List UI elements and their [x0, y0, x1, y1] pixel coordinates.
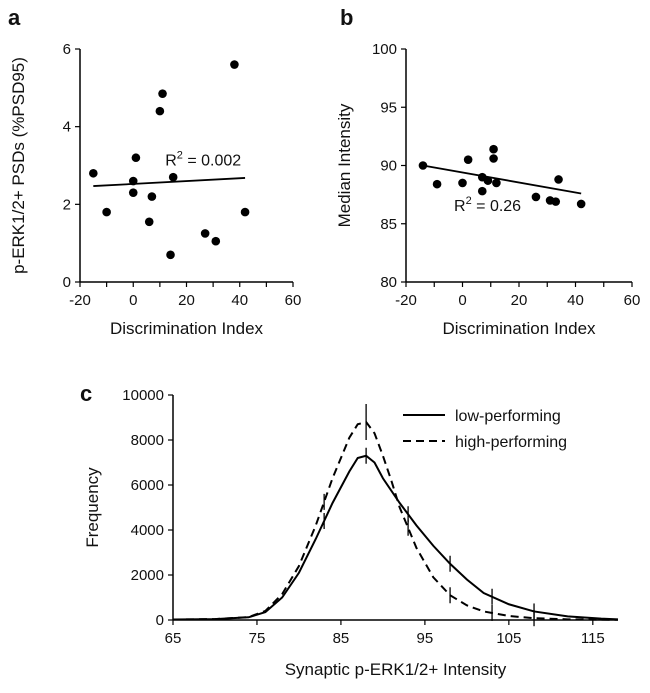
panel-b: b -20 0 20 40 60 80 85 90 95 100 Discrimination In…	[335, 5, 640, 338]
panel-c-y-axis-label: Frequency	[83, 467, 102, 548]
panel-b-r-squared-label: R2 = 0.26	[454, 195, 521, 215]
panel-b-data-point	[554, 175, 563, 184]
panel-a-x-tick-label: 40	[231, 292, 248, 309]
panel-c-y-tick-label: 2000	[131, 567, 164, 584]
panel-c-y-tick-label: 8000	[131, 432, 164, 449]
panel-a-data-point	[147, 192, 157, 201]
panel-a-data-point	[155, 106, 165, 116]
panel-b-data-point	[489, 154, 498, 163]
panel-c: c 65 75 85 95 105 115 0 2000 4000 6000 8000 10000 Sy…	[80, 381, 619, 679]
panel-b-y-tick-label: 90	[380, 158, 397, 175]
panel-b-data-point	[432, 179, 442, 189]
panel-a-letter: a	[8, 5, 21, 30]
panel-a-y-axis-label: p-ERK1/2+ PSDs (%PSD95)	[9, 57, 28, 274]
panel-b-fit-line	[422, 164, 582, 195]
panel-a-x-tick-label: 0	[129, 292, 137, 309]
panel-c-x-axis-label: Synaptic p-ERK1/2+ Intensity	[285, 660, 507, 679]
panel-c-series-high-line	[172, 420, 619, 621]
panel-b-data-point	[477, 186, 487, 196]
panel-a-r-squared-superscript: 2	[177, 150, 183, 162]
panel-b-data-point	[458, 178, 467, 188]
panel-b-x-tick-label: 60	[624, 292, 641, 309]
panel-c-legend-label-high: high-performing	[455, 434, 567, 451]
panel-a-x-tick-label: 60	[285, 292, 302, 309]
panel-b-letter: b	[340, 5, 353, 30]
panel-a-data-point	[158, 89, 167, 98]
panel-a-fit-line	[93, 177, 246, 187]
panel-b-y-tick-label: 80	[380, 274, 397, 291]
panel-a-data-point	[166, 250, 175, 260]
panel-c-x-tick-label: 95	[417, 630, 434, 647]
panel-a-data-point	[230, 60, 239, 69]
panel-c-x-tick-label: 105	[496, 630, 521, 647]
panel-a-x-axis-label: Discrimination Index	[110, 319, 264, 338]
panel-a-r-squared-value: = 0.002	[183, 153, 241, 170]
panel-a-y-tick-label: 0	[63, 274, 71, 291]
panel-a-data-point	[102, 207, 111, 217]
panel-c-x-tick-label: 115	[581, 630, 605, 647]
panel-c-y-tick-label: 6000	[131, 477, 164, 494]
panel-c-x-tick-label: 75	[249, 630, 266, 647]
panel-b-data-point	[576, 199, 586, 209]
panel-a-r-squared-label: R2 = 0.002	[165, 150, 241, 170]
panel-a-data-point	[168, 172, 178, 182]
panel-a-data-point	[144, 217, 154, 227]
panel-b-data-point	[489, 144, 498, 154]
panel-a-data-point	[211, 236, 221, 246]
panel-c-x-tick-label: 65	[165, 630, 182, 647]
panel-b-data-point	[531, 192, 541, 202]
panel-b-y-tick-label: 85	[380, 216, 397, 233]
panel-c-y-tick-label: 4000	[131, 522, 164, 539]
panel-a-x-tick-label: -20	[69, 292, 91, 309]
panel-a-data-point	[240, 207, 250, 217]
panel-a-data-point	[128, 188, 138, 197]
panel-a-data-point	[200, 229, 210, 238]
panel-b-r-squared-letter: R	[454, 198, 466, 215]
panel-b-r-squared-value: = 0.26	[472, 198, 521, 215]
panel-a-y-tick-label: 2	[63, 196, 71, 213]
panel-a-r-squared-letter: R	[165, 153, 177, 170]
panel-b-data-point	[463, 155, 473, 164]
panel-c-series-low-line	[172, 454, 619, 621]
panel-a-data-point	[131, 153, 141, 163]
panel-b-r-squared-superscript: 2	[466, 195, 472, 207]
panel-a-y-tick-label: 4	[63, 119, 71, 136]
panel-b-data-point	[551, 197, 561, 206]
panel-c-legend-label-low: low-performing	[455, 408, 561, 425]
panel-b-y-tick-label: 95	[380, 99, 397, 116]
panel-b-data-point	[492, 178, 501, 188]
panel-a-y-tick-label: 6	[63, 41, 71, 58]
panel-a-data-point	[89, 168, 98, 178]
panel-c-x-tick-label: 85	[333, 630, 350, 647]
panel-c-y-tick-label: 0	[156, 612, 164, 629]
panel-b-x-tick-label: 40	[567, 292, 584, 309]
panel-c-letter: c	[80, 381, 92, 406]
panel-b-x-axis-label: Discrimination Index	[442, 319, 596, 338]
panel-b-x-tick-label: 0	[458, 292, 466, 309]
panel-c-y-tick-label: 10000	[122, 387, 164, 404]
panel-b-data-point	[483, 176, 493, 185]
panel-b-y-tick-label: 100	[372, 41, 397, 58]
panel-b-x-tick-label: 20	[511, 292, 528, 309]
panel-b-y-axis-label: Median Intensity	[335, 103, 354, 227]
panel-b-x-tick-label: -20	[395, 292, 417, 309]
panel-a-x-tick-label: 20	[178, 292, 195, 309]
